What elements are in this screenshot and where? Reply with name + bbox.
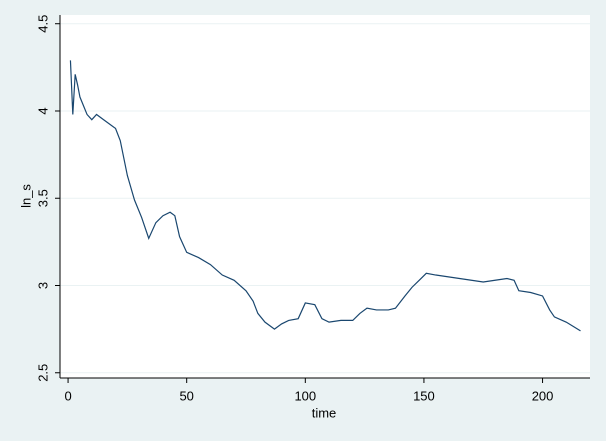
- y-tick-label: 4: [35, 107, 50, 114]
- x-axis-title: time: [312, 405, 337, 420]
- data-line: [69, 60, 581, 332]
- y-axis-title: ln_s: [18, 184, 33, 208]
- x-tick-label: 100: [294, 388, 316, 403]
- y-tick-label: 4.5: [35, 15, 50, 33]
- x-tick-label: 50: [179, 388, 193, 403]
- plot-area: [60, 15, 590, 378]
- x-tick-label: 150: [413, 388, 435, 403]
- y-tick-label: 2.5: [35, 364, 50, 382]
- x-tick-label: 200: [532, 388, 554, 403]
- y-tick-label: 3.5: [35, 189, 50, 207]
- x-tick-label: 0: [64, 388, 71, 403]
- y-tick-label: 3: [35, 282, 50, 289]
